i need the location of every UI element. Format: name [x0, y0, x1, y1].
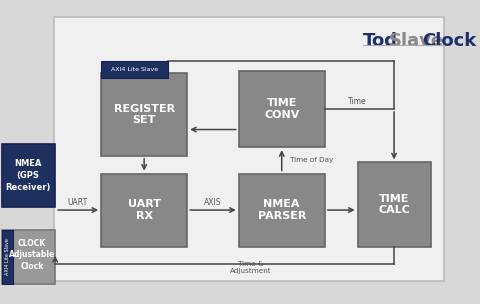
Text: NMEA
PARSER: NMEA PARSER	[258, 199, 306, 221]
Text: Time &
Adjustment: Time & Adjustment	[230, 261, 272, 274]
Text: CLOCK
Adjustable
Clock: CLOCK Adjustable Clock	[9, 239, 55, 271]
Bar	[2, 230, 13, 284]
Bar	[101, 73, 187, 156]
Text: UART
RX: UART RX	[128, 199, 161, 221]
Text: AXIS: AXIS	[204, 198, 221, 207]
Text: Time of Day: Time of Day	[290, 157, 334, 163]
Bar	[54, 17, 444, 281]
Text: Tod: Tod	[363, 32, 398, 50]
Bar	[101, 174, 187, 247]
Text: Time: Time	[348, 97, 367, 106]
Bar	[101, 61, 168, 78]
Text: UART: UART	[68, 198, 88, 207]
Bar	[239, 174, 325, 247]
Text: TIME
CALC: TIME CALC	[378, 194, 410, 215]
Text: NMEA
(GPS
Receiver): NMEA (GPS Receiver)	[5, 159, 51, 192]
Text: AXI4 Lite Slave: AXI4 Lite Slave	[111, 67, 158, 72]
Bar	[2, 143, 55, 207]
Bar	[239, 71, 325, 147]
Text: TIME
CONV: TIME CONV	[264, 98, 300, 120]
Text: REGISTER
SET: REGISTER SET	[114, 104, 175, 125]
Text: Slave: Slave	[388, 32, 444, 50]
Text: Clock: Clock	[422, 32, 476, 50]
Bar	[2, 230, 55, 284]
Text: AXI4 Lite Slave: AXI4 Lite Slave	[5, 238, 10, 275]
Bar	[358, 162, 431, 247]
